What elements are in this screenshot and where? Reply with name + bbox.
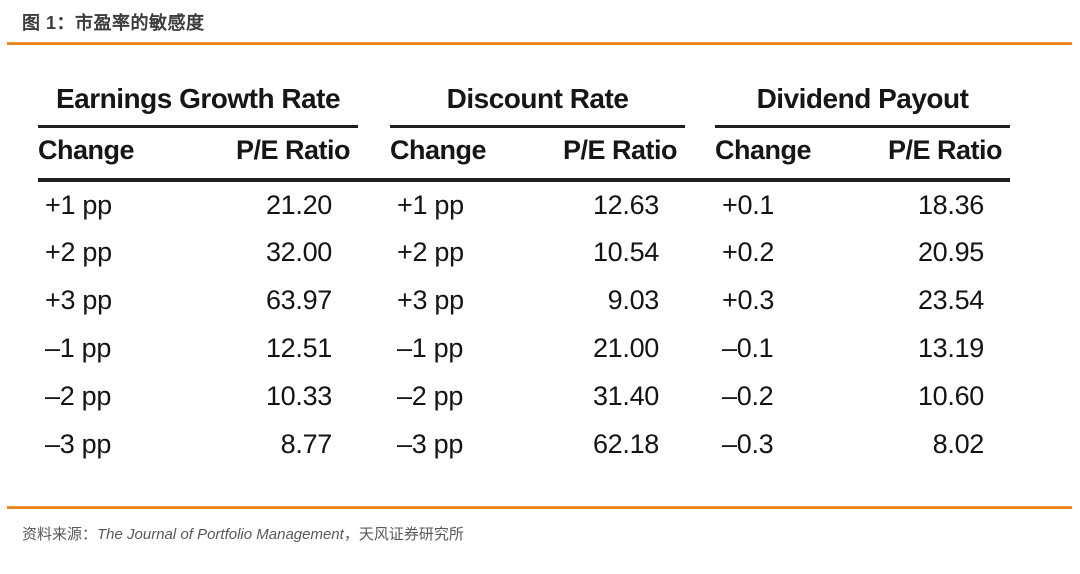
column-gap	[358, 228, 390, 276]
cell-pe-ratio: 21.00	[592, 332, 660, 363]
col-header-pe-ratio: P/E Ratio	[500, 126, 686, 182]
cell-change: +0.1	[722, 189, 775, 220]
cell-change: +3 pp	[45, 284, 112, 315]
sub-header-row: Change P/E Ratio Change P/E Ratio Change…	[38, 126, 1011, 182]
table-row: +3 pp 63.97 +3 pp 9.03 +0.3 23.54	[38, 276, 1010, 324]
cell-change: +0.3	[722, 284, 775, 315]
column-gap	[685, 372, 715, 420]
group-header-dividend-payout: Dividend Payout	[715, 80, 1011, 128]
cell-pe-ratio: 63.97	[265, 284, 333, 315]
cell-pe-ratio: 13.19	[917, 332, 985, 363]
col-header-change: Change	[38, 126, 153, 182]
bottom-divider-line	[7, 506, 1072, 509]
cell-pe-ratio: 10.33	[265, 380, 333, 411]
cell-change: –0.1	[722, 332, 774, 363]
column-gap	[358, 180, 390, 228]
cell-change: +1 pp	[45, 189, 112, 220]
table-row: +2 pp 32.00 +2 pp 10.54 +0.2 20.95	[38, 228, 1010, 276]
cell-change: –1 pp	[397, 332, 464, 363]
column-gap	[685, 420, 715, 468]
cell-change: –0.3	[722, 428, 774, 459]
cell-pe-ratio: 21.20	[265, 189, 333, 220]
cell-change: –3 pp	[397, 428, 464, 459]
cell-change: +1 pp	[397, 189, 464, 220]
cell-change: +2 pp	[397, 236, 464, 267]
group-header-row: Earnings Growth Rate Discount Rate Divid…	[38, 80, 1011, 128]
cell-pe-ratio: 23.54	[917, 284, 985, 315]
cell-pe-ratio: 10.60	[917, 380, 985, 411]
table-row: –2 pp 10.33 –2 pp 31.40 –0.2 10.60	[38, 372, 1010, 420]
source-journal-name: The Journal of Portfolio Management	[97, 526, 344, 543]
column-gap	[358, 80, 390, 126]
column-gap	[358, 372, 390, 420]
cell-change: +2 pp	[45, 236, 112, 267]
cell-change: –2 pp	[45, 380, 112, 411]
cell-pe-ratio: 8.77	[280, 428, 333, 459]
col-header-change: Change	[715, 126, 821, 182]
cell-pe-ratio: 12.51	[265, 332, 333, 363]
cell-change: –0.2	[722, 380, 774, 411]
cell-pe-ratio: 20.95	[917, 236, 985, 267]
cell-change: –3 pp	[45, 428, 112, 459]
pe-sensitivity-table: Earnings Growth Rate Discount Rate Divid…	[38, 80, 1011, 468]
column-gap	[685, 228, 715, 276]
source-institution: ，天风证券研究所	[343, 526, 464, 543]
source-note: 资料来源：The Journal of Portfolio Management…	[22, 523, 464, 544]
cell-pe-ratio: 8.02	[932, 428, 985, 459]
column-gap	[685, 324, 715, 372]
column-gap	[358, 420, 390, 468]
cell-pe-ratio: 9.03	[607, 284, 660, 315]
cell-change: +3 pp	[397, 284, 464, 315]
cell-pe-ratio: 10.54	[592, 236, 660, 267]
cell-change: –2 pp	[397, 380, 464, 411]
cell-change: +0.2	[722, 236, 775, 267]
group-header-earnings-growth: Earnings Growth Rate	[38, 80, 359, 128]
col-header-pe-ratio: P/E Ratio	[153, 126, 359, 182]
cell-pe-ratio: 18.36	[917, 189, 985, 220]
table-row: +1 pp 21.20 +1 pp 12.63 +0.1 18.36	[38, 180, 1010, 228]
col-header-change: Change	[390, 126, 501, 182]
column-gap	[358, 324, 390, 372]
cell-pe-ratio: 32.00	[265, 236, 333, 267]
table-row: –3 pp 8.77 –3 pp 62.18 –0.3 8.02	[38, 420, 1010, 468]
source-label: 资料来源：	[22, 526, 98, 543]
column-gap	[685, 276, 715, 324]
cell-change: –1 pp	[45, 332, 112, 363]
figure-title: 图 1：市盈率的敏感度	[22, 13, 205, 33]
column-gap	[358, 276, 390, 324]
column-gap	[685, 80, 715, 126]
col-header-pe-ratio: P/E Ratio	[820, 126, 1011, 182]
table-row: –1 pp 12.51 –1 pp 21.00 –0.1 13.19	[38, 324, 1010, 372]
column-gap	[358, 126, 391, 182]
cell-pe-ratio: 12.63	[592, 189, 660, 220]
group-header-discount-rate: Discount Rate	[390, 80, 686, 128]
column-gap	[685, 180, 715, 228]
cell-pe-ratio: 62.18	[592, 428, 660, 459]
column-gap	[685, 126, 716, 182]
top-divider-line	[7, 42, 1072, 45]
cell-pe-ratio: 31.40	[592, 380, 660, 411]
